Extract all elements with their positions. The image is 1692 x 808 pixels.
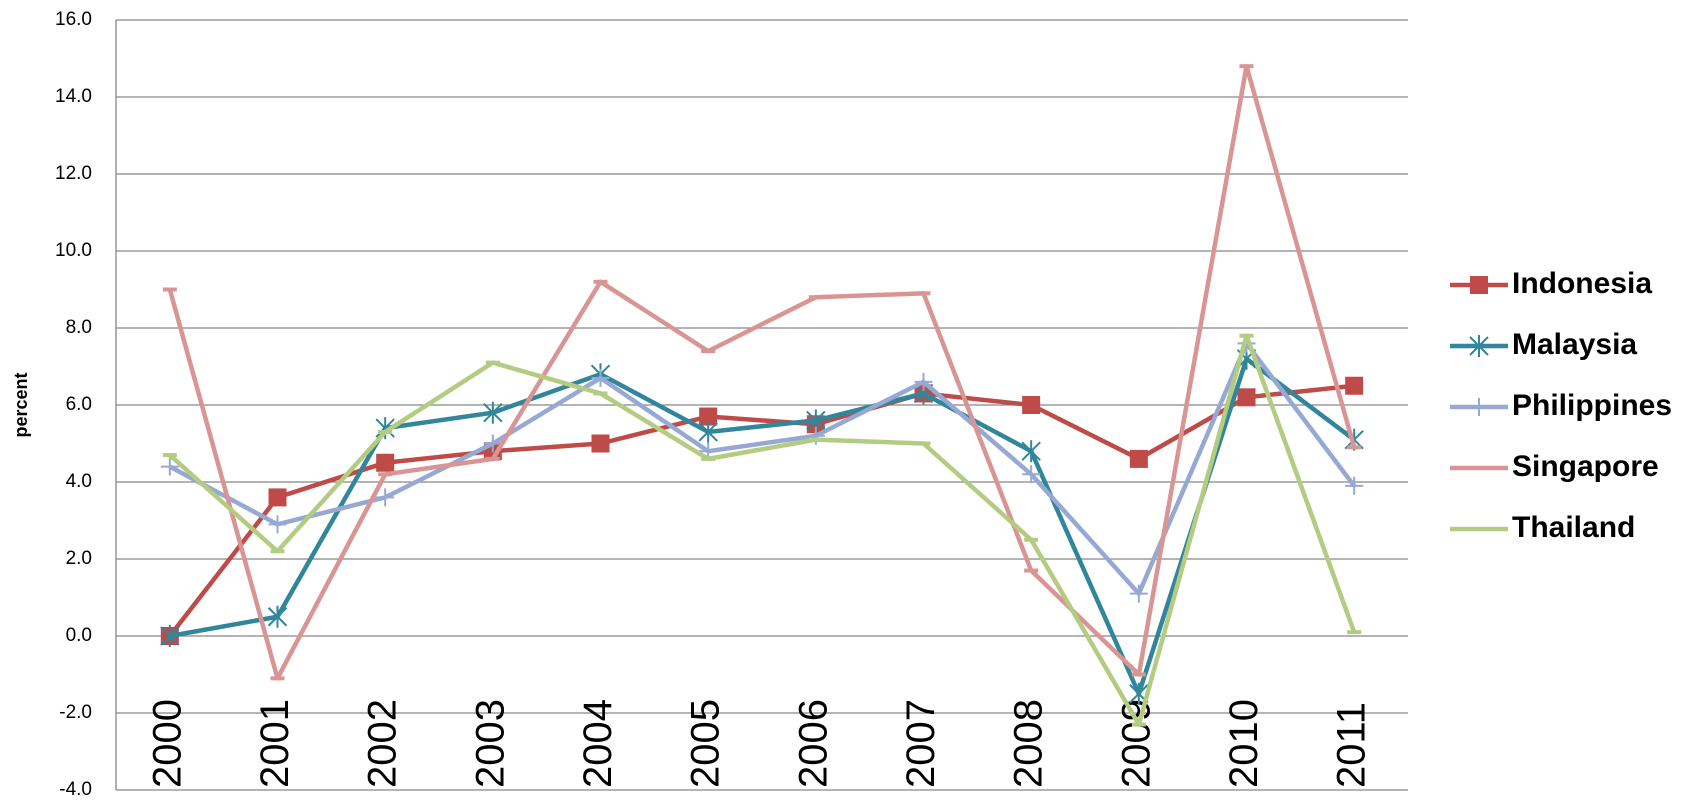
marker (267, 605, 288, 628)
x-tick-label: 2003 (468, 699, 512, 788)
y-tick-label: 14.0 (55, 86, 92, 107)
y-tick-label: -4.0 (59, 779, 92, 800)
marker (160, 625, 180, 647)
series (162, 63, 1362, 681)
marker (1470, 276, 1488, 294)
y-tick-label: 0.0 (66, 625, 92, 646)
x-tick-label: 2005 (684, 699, 728, 788)
marker (1345, 476, 1364, 495)
x-tick-label: 2008 (1007, 699, 1051, 788)
marker (1022, 396, 1041, 414)
marker (483, 401, 503, 424)
marker (1469, 335, 1489, 357)
marker (160, 457, 179, 476)
series-line (169, 356, 1356, 696)
marker (375, 417, 395, 440)
marker (914, 372, 933, 391)
y-axis-label: percent (11, 372, 31, 437)
marker (1021, 440, 1041, 463)
x-tick-label: 2009 (1114, 699, 1158, 788)
x-tick-label: 2001 (253, 699, 297, 788)
series-line (168, 333, 1357, 727)
marker (376, 488, 395, 507)
marker (268, 515, 287, 534)
series (160, 334, 1364, 603)
series (162, 333, 1362, 727)
y-tick-label: 2.0 (66, 548, 92, 569)
marker (268, 488, 287, 507)
legend-label: Malaysia (1512, 328, 1637, 361)
marker (1129, 449, 1148, 468)
marker (483, 434, 502, 453)
legend-label: Philippines (1512, 389, 1672, 422)
marker (1237, 388, 1256, 407)
marker (698, 420, 718, 443)
x-tick-label: 2007 (899, 699, 943, 788)
x-tick-label: 2004 (576, 699, 620, 788)
y-tick-label: 8.0 (66, 317, 92, 338)
marker (1345, 376, 1364, 395)
marker (1022, 465, 1041, 484)
marker (1470, 398, 1488, 416)
marker (1129, 584, 1148, 603)
x-tick-label: 2011 (1330, 702, 1374, 788)
x-tick-label: 2010 (1222, 699, 1266, 788)
x-tick-label: 2002 (361, 699, 405, 788)
series-line (167, 63, 1357, 681)
series-line (168, 341, 1356, 596)
marker (699, 407, 718, 426)
series (160, 347, 1364, 705)
y-tick-label: 6.0 (66, 394, 92, 415)
marker (591, 369, 610, 388)
x-tick-label: 2006 (791, 699, 835, 788)
marker (591, 434, 610, 453)
legend-label: Singapore (1512, 450, 1659, 483)
series-line (168, 383, 1355, 638)
y-tick-label: 10.0 (55, 240, 92, 261)
marker (376, 453, 395, 472)
y-tick-label: -2.0 (59, 702, 92, 723)
y-tick-label: 4.0 (66, 471, 92, 492)
legend-label: Indonesia (1512, 267, 1652, 300)
y-tick-label: 12.0 (55, 163, 92, 184)
legend-label: Thailand (1512, 511, 1635, 544)
y-tick-label: 16.0 (55, 9, 92, 30)
x-tick-label: 2000 (145, 699, 189, 788)
